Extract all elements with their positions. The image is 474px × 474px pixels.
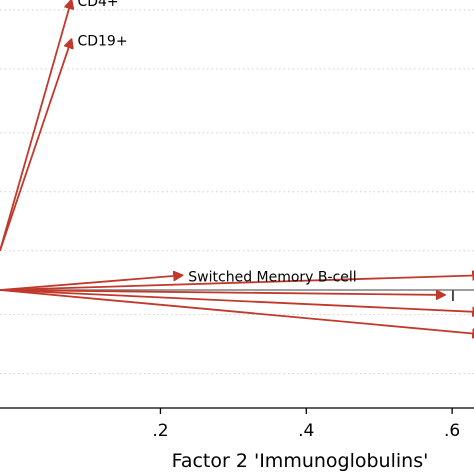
vector-arrow-2 [0, 275, 182, 291]
vector-arrow-1 [0, 39, 71, 251]
x-axis-label: Factor 2 'Immunoglobulins' [172, 450, 429, 472]
vector-arrow-3 [0, 275, 474, 291]
vector-label-4: I [451, 289, 455, 305]
grid [0, 9, 474, 375]
vector-label-0: CD4+ [77, 0, 118, 10]
vector-arrow-0 [0, 0, 71, 251]
vector-arrow-6 [0, 289, 474, 334]
vector-arrow-5 [0, 289, 474, 312]
x-tick-label-2: .6 [444, 421, 460, 441]
vector-label-1: CD19+ [77, 33, 127, 49]
vector-label-2: Switched Memory B-cell [188, 269, 356, 285]
vector-labels: CD4+ CD19+ Switched Memory B-cell I [77, 0, 455, 305]
loading-vectors [0, 0, 474, 334]
x-tick-label-0: .2 [152, 421, 168, 441]
vector-arrow-4 [0, 289, 445, 295]
x-tick-label-1: .4 [298, 421, 314, 441]
